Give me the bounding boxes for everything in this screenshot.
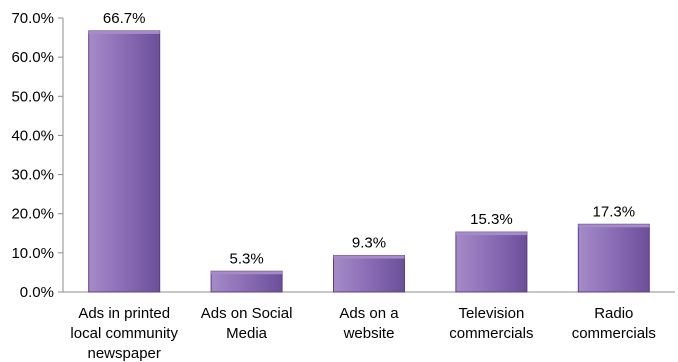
- bars: [88, 30, 650, 293]
- bar-top-highlight: [211, 271, 283, 275]
- y-axis: 0.0% 10.0% 20.0% 30.0% 40.0% 50.0% 60.0% 70.0%: [11, 10, 64, 301]
- bar-top-highlight: [455, 232, 527, 236]
- category-label-line: commercials: [572, 325, 656, 342]
- category-label-line: Ads in printed: [78, 305, 170, 322]
- data-labels: 66.7% 5.3% 9.3% 15.3% 17.3%: [103, 10, 635, 267]
- data-label: 5.3%: [229, 250, 263, 267]
- category-label-line: newspaper: [88, 345, 161, 362]
- bar: [88, 30, 161, 293]
- y-tick-label: 10.0%: [11, 245, 54, 262]
- y-tick-label: 50.0%: [11, 88, 54, 105]
- category-label: Ads in printed local community newspaper: [70, 305, 178, 362]
- y-tick-label: 60.0%: [11, 49, 54, 66]
- bar: [333, 255, 405, 293]
- category-label-line: Radio: [594, 305, 633, 322]
- category-label-line: website: [343, 325, 395, 342]
- category-label: Television commercials: [449, 305, 533, 342]
- category-labels: Ads in printed local community newspaperAd…: [70, 305, 655, 362]
- bar-top-highlight: [88, 30, 160, 34]
- bar-top-highlight: [333, 255, 405, 259]
- y-tick-label: 40.0%: [11, 127, 54, 144]
- category-label: Ads on a website: [339, 305, 399, 342]
- bar-top-highlight: [578, 224, 650, 228]
- bar: [455, 231, 528, 293]
- category-label-line: local community: [70, 325, 178, 342]
- category-label: Radio commercials: [572, 305, 656, 342]
- category-label-line: Ads on Social: [201, 305, 293, 322]
- category-label-line: Television: [458, 305, 524, 322]
- data-label: 66.7%: [103, 10, 146, 27]
- y-tick-label: 70.0%: [11, 10, 54, 27]
- y-tick-label: 20.0%: [11, 206, 54, 223]
- y-tick-label: 0.0%: [20, 284, 54, 301]
- data-label: 9.3%: [352, 235, 386, 252]
- category-label: Ads on Social Media: [201, 305, 293, 342]
- y-tick-label: 30.0%: [11, 167, 54, 184]
- data-label: 17.3%: [593, 203, 636, 220]
- category-label-line: commercials: [449, 325, 533, 342]
- data-label: 15.3%: [470, 211, 513, 228]
- category-label-line: Media: [226, 325, 268, 342]
- bar: [577, 223, 650, 293]
- category-label-line: Ads on a: [339, 305, 399, 322]
- bar: [210, 270, 283, 293]
